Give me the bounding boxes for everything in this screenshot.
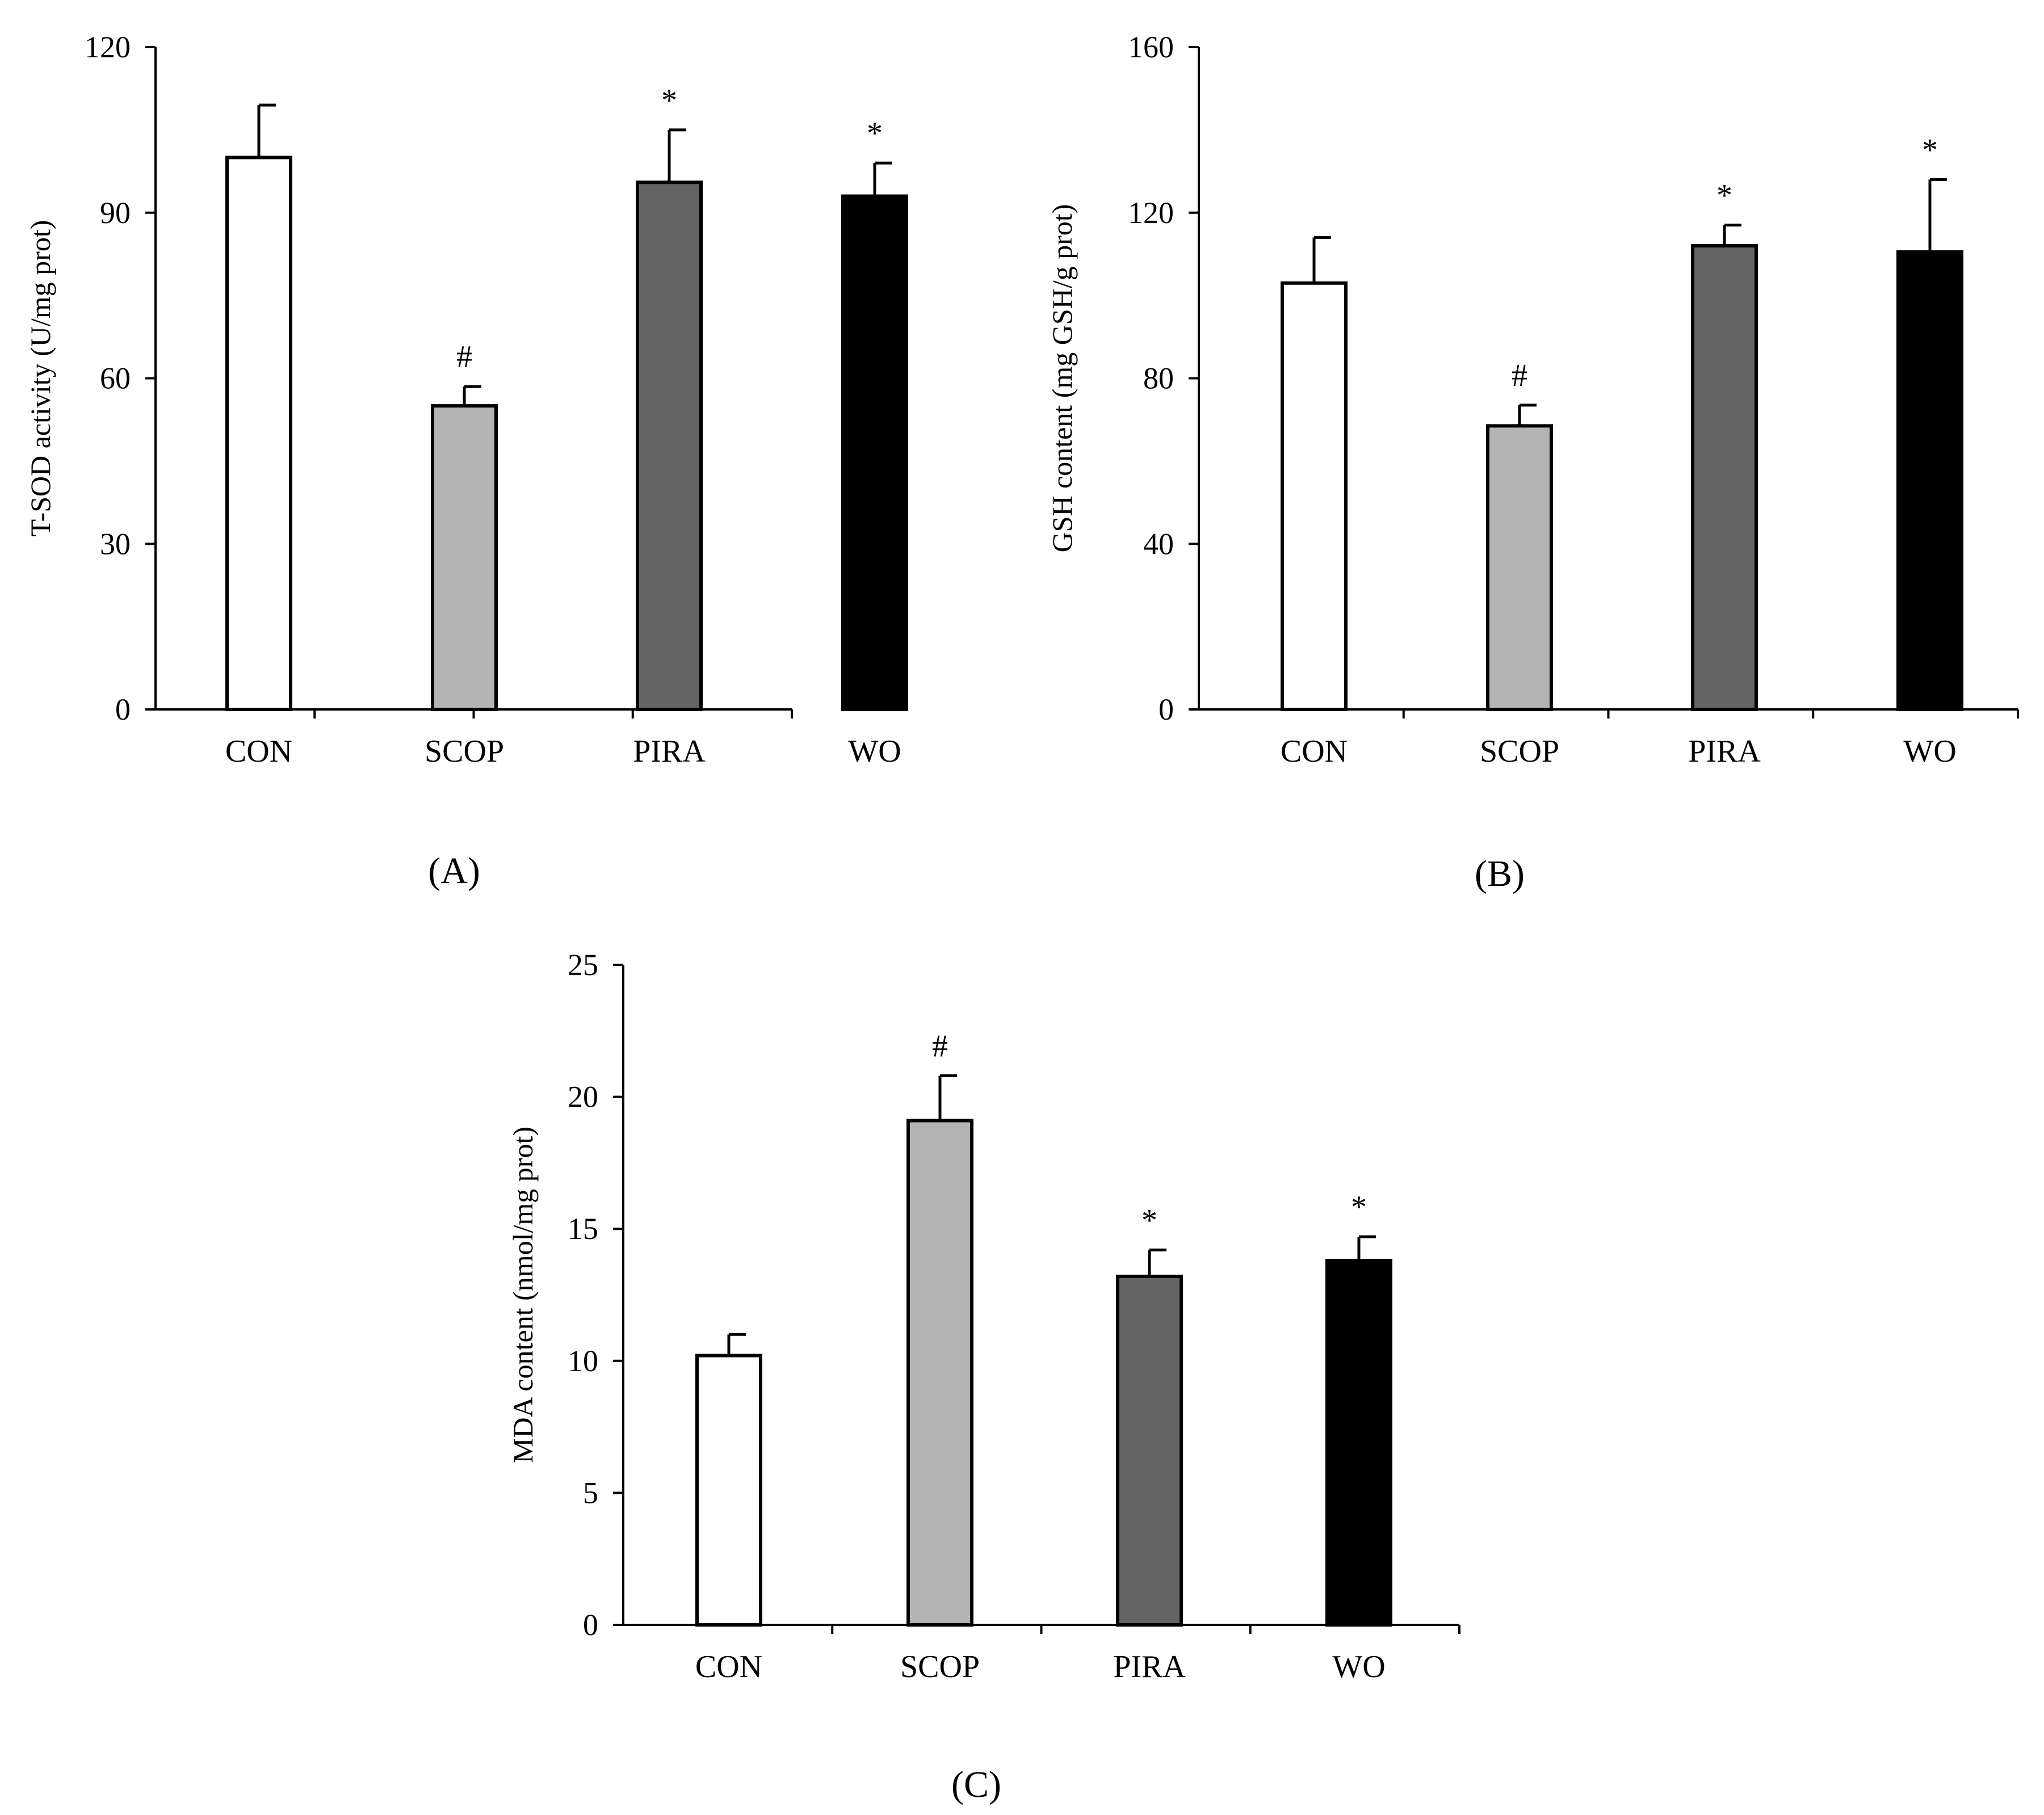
bar-wo: [1325, 1259, 1392, 1627]
significance-mark: *: [1141, 1203, 1157, 1238]
bar-con: [225, 156, 292, 711]
x-category-label: SCOP: [900, 1649, 980, 1684]
x-category-label: WO: [1332, 1649, 1385, 1684]
x-category-label: CON: [225, 734, 292, 769]
y-tick-label: 20: [568, 1080, 598, 1114]
y-axis-title: GSH content (mg GSH/g prot): [1046, 204, 1078, 553]
y-tick-label: 5: [583, 1476, 598, 1510]
significance-mark: #: [932, 1028, 948, 1064]
bar-pira: [1691, 244, 1758, 712]
bar-scop: [1486, 424, 1553, 711]
x-category-label: PIRA: [633, 734, 706, 769]
panel-b-chart: 0 40 80 120 160 GSH content (mg GSH/g prot) CO…: [1046, 30, 2019, 769]
significance-mark: *: [867, 116, 883, 151]
y-tick-label: 60: [100, 362, 131, 396]
panel-label-a: (A): [428, 850, 480, 892]
y-tick-label: 90: [100, 196, 131, 230]
panel-c-chart: 0 5 10 15 20 25 MDA content (nmol/mg prot) CON #…: [507, 948, 1460, 1684]
y-tick-label: 25: [568, 948, 598, 982]
y-tick-label: 0: [583, 1608, 598, 1642]
significance-mark: *: [1716, 178, 1732, 213]
x-category-label: PIRA: [1688, 734, 1761, 769]
panel-label-c: (C): [951, 1764, 1001, 1805]
panel-a-chart: 0 30 60 90 120 T-SOD activity (U/mg prot) CON #…: [24, 30, 908, 769]
panel-label-b: (B): [1475, 853, 1525, 894]
x-category-label: CON: [695, 1649, 762, 1684]
y-tick-label: 120: [85, 30, 131, 64]
significance-mark: *: [1922, 132, 1938, 167]
y-tick-label: 0: [115, 692, 131, 726]
bar-wo: [1896, 250, 1963, 711]
y-axis-title: T-SOD activity (U/mg prot): [24, 220, 56, 537]
bar-pira: [636, 180, 703, 711]
x-category-label: WO: [1903, 734, 1956, 769]
y-tick-label: 10: [568, 1344, 598, 1378]
y-tick-label: 80: [1143, 362, 1174, 396]
significance-mark: *: [1351, 1190, 1367, 1225]
y-tick-label: 30: [100, 527, 131, 561]
bar-con: [695, 1354, 762, 1627]
y-axis-title: MDA content (nmol/mg prot): [507, 1127, 539, 1463]
bar-scop: [906, 1119, 973, 1627]
bar-wo: [841, 194, 908, 711]
bar-scop: [431, 404, 498, 711]
y-tick-label: 0: [1159, 692, 1174, 726]
x-category-label: CON: [1281, 734, 1348, 769]
significance-mark: #: [1512, 358, 1527, 393]
y-tick-label: 15: [568, 1212, 598, 1246]
x-category-label: PIRA: [1113, 1649, 1186, 1684]
significance-mark: #: [456, 339, 472, 375]
x-category-label: WO: [848, 734, 901, 769]
y-tick-label: 120: [1128, 196, 1174, 230]
bar-con: [1281, 281, 1348, 711]
significance-mark: *: [661, 83, 677, 118]
bar-pira: [1116, 1274, 1183, 1627]
x-category-label: SCOP: [425, 734, 504, 769]
x-category-label: SCOP: [1480, 734, 1559, 769]
y-tick-label: 160: [1128, 30, 1174, 64]
y-tick-label: 40: [1143, 527, 1174, 561]
